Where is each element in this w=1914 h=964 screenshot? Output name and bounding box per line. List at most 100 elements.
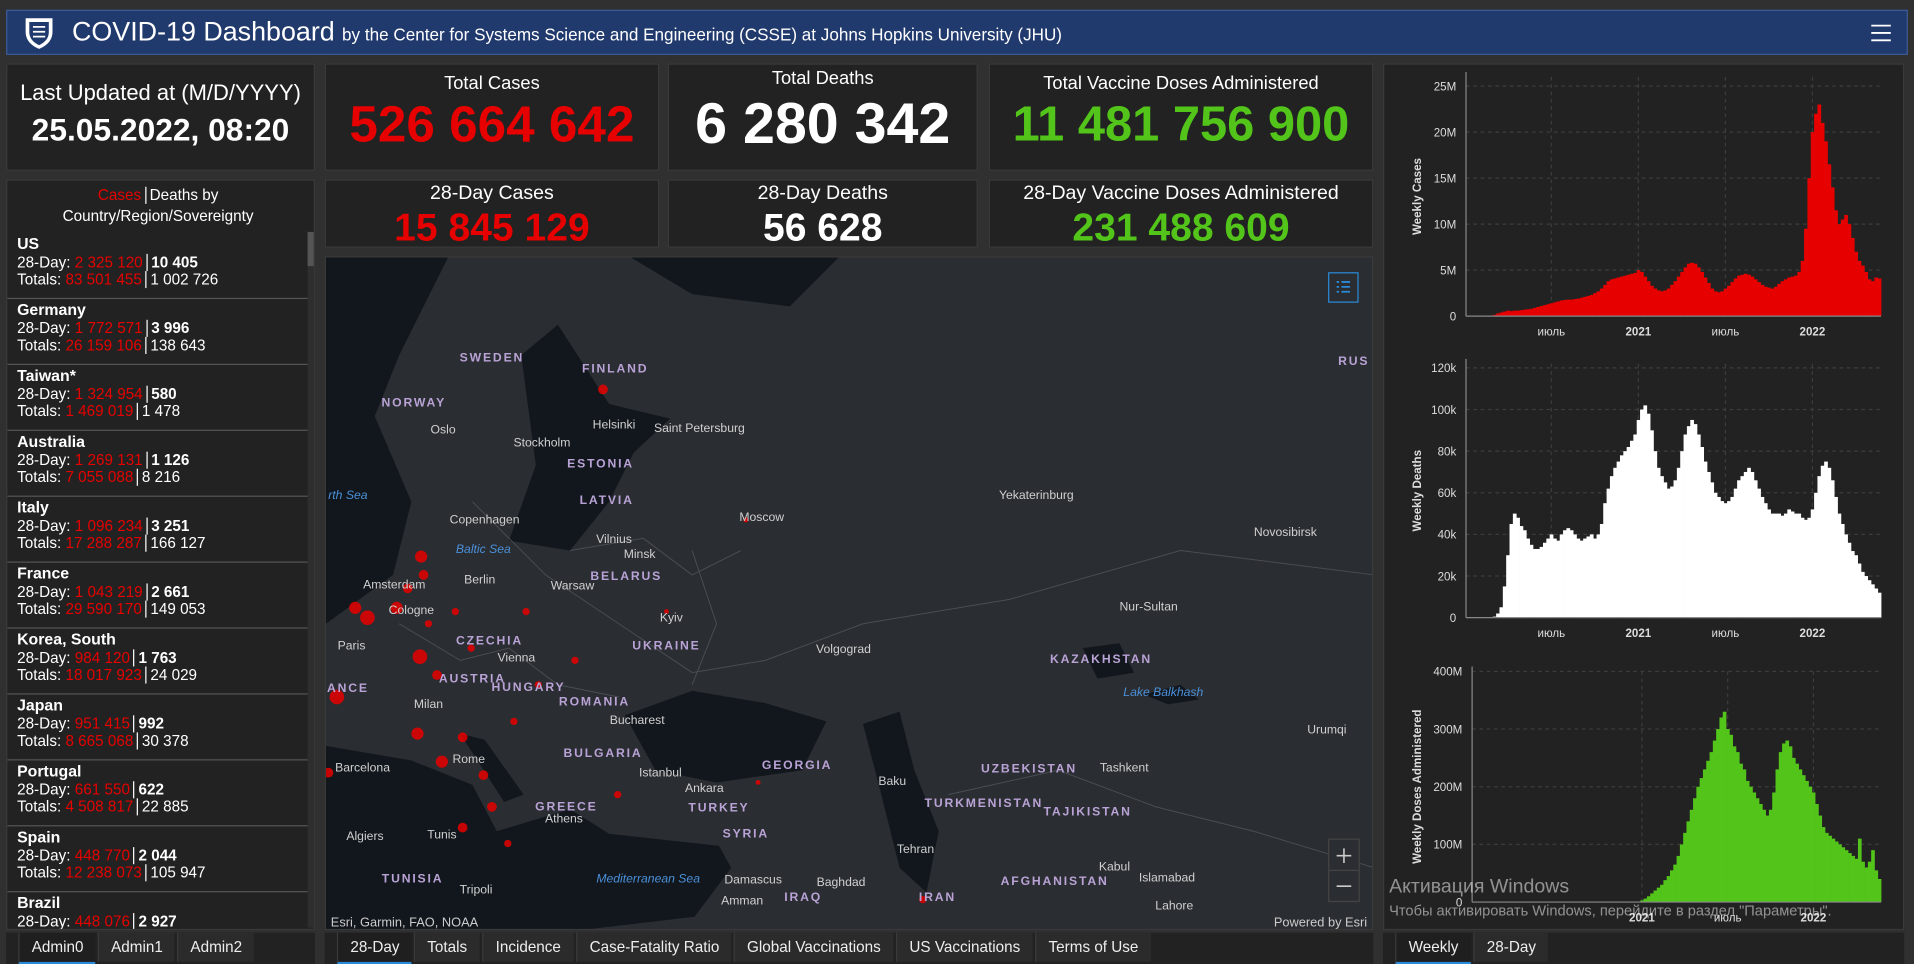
tab[interactable]: Totals — [413, 932, 480, 962]
watermark-title: Активация Windows — [1389, 876, 1570, 898]
bar — [1841, 847, 1846, 903]
map-label: AFGHANISTAN — [1001, 874, 1109, 888]
last-updated: Last Updated at (M/D/YYYY) 25.05.2022, 0… — [6, 63, 315, 171]
bar — [1643, 405, 1648, 618]
bar — [1676, 467, 1681, 618]
case-dot — [919, 895, 927, 904]
case-dot — [402, 583, 413, 594]
country-row[interactable]: Brazil 28-Day: 448 076 2 927 — [7, 894, 308, 930]
country-row[interactable]: Australia 28-Day: 1 269 131 1 126 Totals: 7… — [7, 432, 308, 497]
bar — [1798, 769, 1803, 903]
map-label: TURKEY — [688, 801, 749, 815]
bar — [1719, 717, 1724, 903]
bar — [1660, 476, 1664, 618]
bar — [1794, 513, 1798, 618]
tab[interactable]: 28-Day — [1473, 932, 1549, 962]
tab[interactable]: Terms of Use — [1035, 932, 1151, 962]
map-label: GEORGIA — [762, 758, 832, 772]
tab[interactable]: Weekly — [1395, 932, 1471, 964]
bar — [1502, 311, 1507, 317]
map-label: UZBEKISTAN — [981, 762, 1077, 776]
bar — [1860, 265, 1865, 317]
day28-line: 28-Day: 448 076 2 927 — [17, 912, 308, 930]
case-dot — [743, 517, 749, 523]
menu-button[interactable] — [1870, 23, 1892, 43]
country-row[interactable]: Spain 28-Day: 448 770 2 044 Totals: 12 238 … — [7, 828, 308, 893]
country-row[interactable]: Germany 28-Day: 1 772 571 3 996 Totals: 26 … — [7, 300, 308, 365]
bar — [1817, 476, 1822, 618]
day28-cases: 951 415 — [74, 714, 130, 732]
bar — [1785, 740, 1790, 903]
bar — [1753, 480, 1758, 618]
bar — [1844, 534, 1848, 618]
bar — [1814, 492, 1818, 618]
bar — [1800, 260, 1805, 317]
bar — [1646, 413, 1651, 618]
case-dot — [457, 822, 468, 833]
x-tick-label: июль — [1714, 913, 1742, 925]
map-label: Mediterranean Sea — [596, 872, 700, 886]
day28-label: 28-Day: — [17, 451, 71, 469]
bar — [1599, 524, 1604, 618]
tab[interactable]: Case-Fatality Ratio — [576, 932, 732, 962]
country-row[interactable]: Japan 28-Day: 951 415 992 Totals: 8 665 068… — [7, 696, 308, 761]
country-name: Australia — [17, 432, 86, 451]
map-canvas[interactable]: SWEDEN FINLAND NORWAY RUS Oslo Stockholm Helsi… — [325, 257, 1373, 931]
tab[interactable]: Admin1 — [97, 932, 176, 962]
bar — [1810, 132, 1815, 317]
case-dot — [390, 601, 403, 614]
totals-line: Totals: 29 590 170 149 053 — [17, 600, 308, 619]
tab[interactable]: US Vaccinations — [895, 932, 1033, 962]
bar — [1808, 786, 1813, 903]
bar — [1755, 798, 1760, 903]
map-label: Stockholm — [514, 436, 571, 450]
tab[interactable]: Global Vaccinations — [733, 932, 893, 962]
map[interactable]: SWEDEN FINLAND NORWAY RUS Oslo Stockholm Helsi… — [324, 256, 1374, 931]
bar — [1840, 219, 1845, 317]
x-tick-label: июль — [1538, 628, 1566, 640]
zoom-icons[interactable] — [1329, 840, 1359, 901]
case-dot — [613, 790, 622, 799]
day28-cases: 448 076 — [74, 912, 130, 930]
tabs-center: 28-Day Totals Incidence Case-Fatality Ratio… — [324, 932, 1374, 964]
country-row[interactable]: US 28-Day: 2 325 120 10 405 Totals: 83 501 … — [7, 234, 308, 300]
tab[interactable]: Admin0 — [18, 932, 96, 964]
case-dot — [534, 681, 542, 689]
case-dot — [349, 601, 362, 614]
tab[interactable]: 28-Day — [336, 932, 412, 964]
tab[interactable]: Incidence — [482, 932, 574, 962]
bar — [1797, 271, 1802, 317]
bar — [1787, 509, 1792, 618]
bar — [1509, 311, 1514, 317]
bar — [1666, 288, 1671, 317]
map-label: TUNISIA — [382, 872, 444, 886]
bar — [1710, 482, 1715, 618]
country-row[interactable]: France 28-Day: 1 043 219 2 661 Totals: 29 5… — [7, 564, 308, 629]
x-tick-label: 2022 — [1800, 628, 1826, 640]
bar — [1770, 513, 1775, 618]
map-label: FINLAND — [582, 361, 648, 375]
map-label: BULGARIA — [564, 746, 643, 760]
country-row[interactable]: Portugal 28-Day: 661 550 622 Totals: 4 508 … — [7, 762, 308, 827]
total-cases: 18 017 923 — [65, 666, 142, 684]
scroll-thumb[interactable] — [307, 231, 314, 267]
bar — [1720, 501, 1725, 618]
bar — [1596, 534, 1601, 618]
bar — [1643, 898, 1648, 903]
bar — [1569, 299, 1574, 317]
bar — [1683, 267, 1688, 317]
tab[interactable]: Admin2 — [176, 932, 255, 962]
bar — [1693, 263, 1698, 317]
bar — [1745, 780, 1750, 903]
country-row[interactable]: Italy 28-Day: 1 096 234 3 251 Totals: 17 28… — [7, 498, 308, 563]
case-dot — [510, 717, 518, 726]
bar — [1818, 815, 1823, 903]
country-row[interactable]: Korea, South 28-Day: 984 120 1 763 Totals: … — [7, 630, 308, 695]
day28-cases: 1 269 131 — [74, 451, 143, 469]
country-row[interactable]: Taiwan* 28-Day: 1 324 954 580 Totals: 1 469… — [7, 366, 308, 431]
y-axis-label: Weekly Doses Administered — [1412, 709, 1424, 863]
bar — [1689, 809, 1694, 903]
bar — [1735, 752, 1740, 903]
scrollbar[interactable] — [307, 231, 314, 928]
legend-button[interactable] — [1328, 272, 1359, 303]
